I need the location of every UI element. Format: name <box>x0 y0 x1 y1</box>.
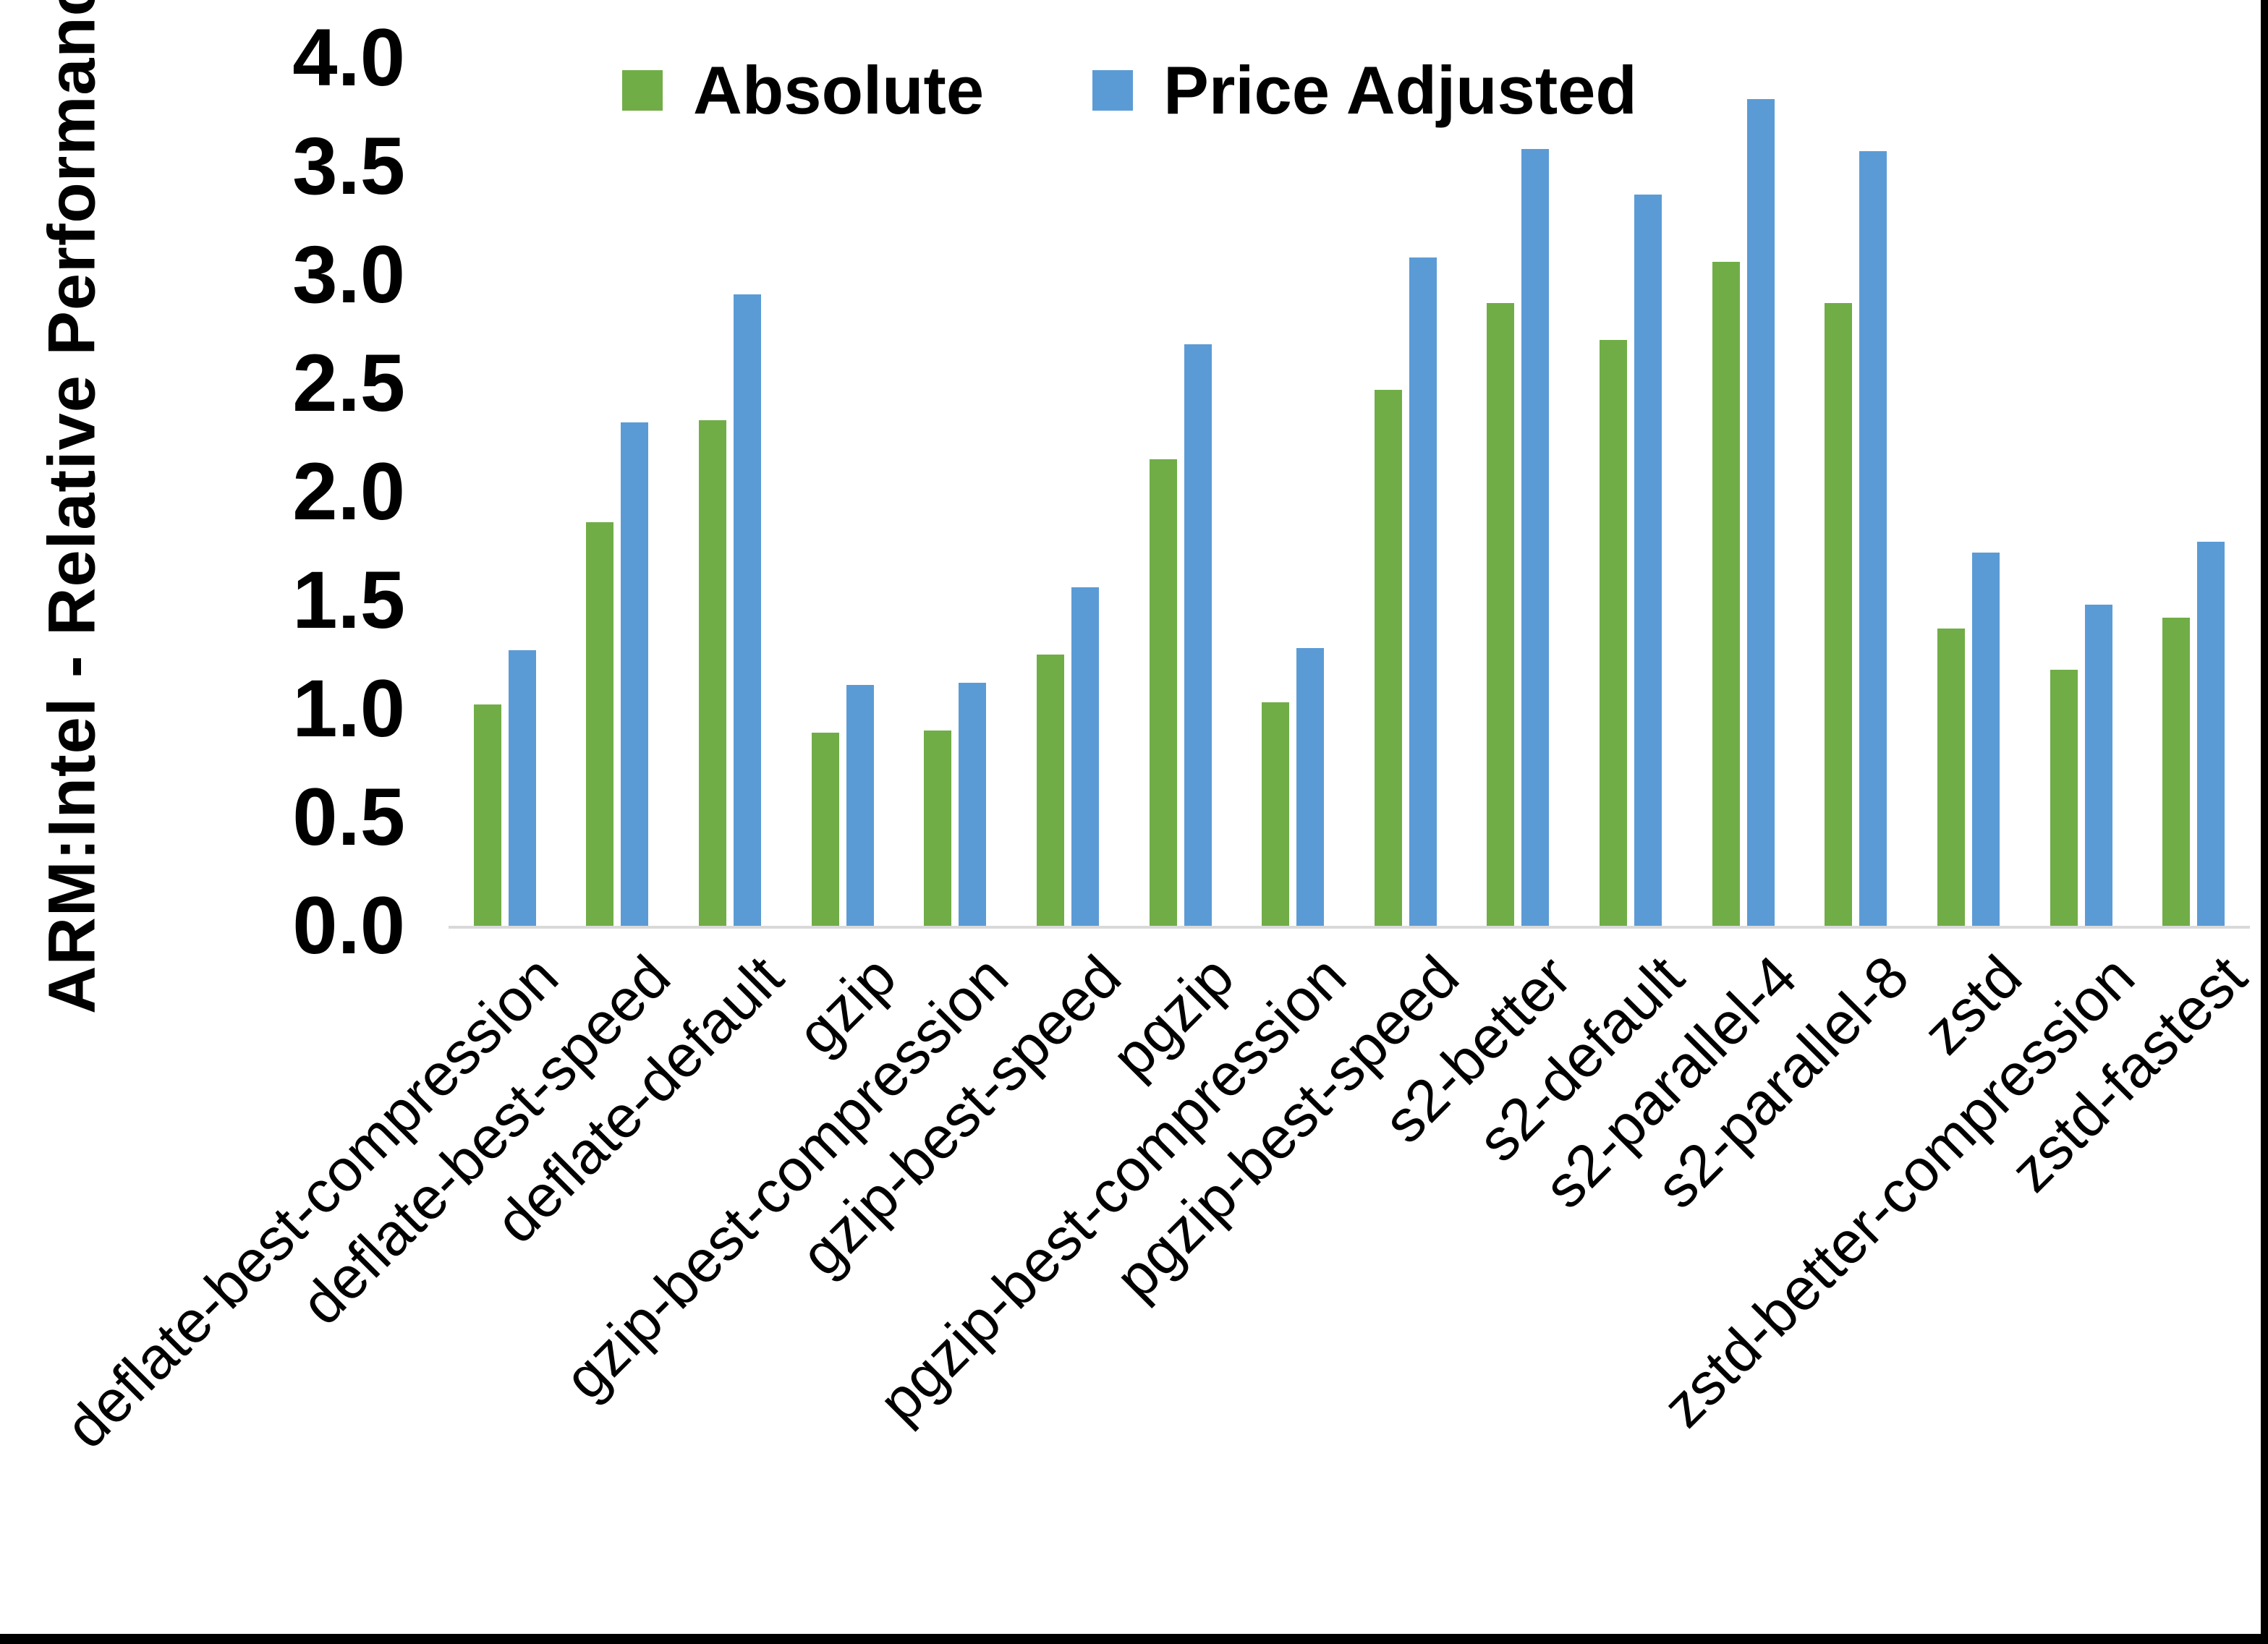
bar-absolute-gzip <box>811 733 839 926</box>
bar-absolute-zstd-fastest <box>2162 618 2191 926</box>
bar-absolute-deflate-default <box>699 420 727 926</box>
y-tick-label-0.5: 0.5 <box>292 772 405 862</box>
y-tick-label-2.0: 2.0 <box>292 446 405 537</box>
screen-edge-right <box>2261 0 2268 1644</box>
bar-absolute-s2-default <box>1600 340 1628 926</box>
bar-price-adjusted-gzip <box>846 685 874 926</box>
y-tick-label-4.0: 4.0 <box>292 12 405 103</box>
y-axis-title: ARM:Intel - Relative Performance <box>35 0 109 1014</box>
bar-absolute-gzip-best-speed <box>1036 655 1064 926</box>
bar-absolute-deflate-best-compression <box>473 704 501 926</box>
bar-absolute-gzip-best-compression <box>924 731 952 926</box>
legend-label: Absolute <box>693 52 985 128</box>
y-tick-label-0.0: 0.0 <box>292 880 405 971</box>
legend: Absolute Price Adjusted <box>622 56 1637 124</box>
legend-label: Price Adjusted <box>1163 52 1637 128</box>
bar-price-adjusted-gzip-best-compression <box>959 683 987 926</box>
bar-absolute-pgzip-best-compression <box>1262 702 1290 926</box>
bar-price-adjusted-s2-parallel-4 <box>1746 99 1775 926</box>
bar-absolute-zstd <box>1937 629 1965 926</box>
bar-price-adjusted-s2-better <box>1521 149 1550 926</box>
y-tick-label-1.5: 1.5 <box>292 555 405 645</box>
bar-price-adjusted-pgzip-best-speed <box>1409 257 1437 926</box>
bar-price-adjusted-zstd <box>1971 553 2000 926</box>
bar-price-adjusted-zstd-fastest <box>2197 542 2225 926</box>
legend-swatch-price-adjusted <box>1092 70 1134 111</box>
bar-absolute-deflate-best-speed <box>586 522 614 926</box>
plot-area <box>449 58 2250 926</box>
bar-price-adjusted-zstd-better-compression <box>2084 605 2112 926</box>
legend-swatch-absolute <box>622 70 663 111</box>
y-tick-label-3.5: 3.5 <box>292 121 405 211</box>
bar-absolute-pgzip <box>1149 459 1177 926</box>
bar-absolute-s2-parallel-4 <box>1712 262 1740 926</box>
y-tick-label-1.0: 1.0 <box>292 663 405 754</box>
bar-price-adjusted-gzip-best-speed <box>1071 587 1099 926</box>
legend-item-price-adjusted: Price Adjusted <box>1092 56 1637 124</box>
bar-price-adjusted-s2-parallel-8 <box>1859 151 1887 926</box>
bar-absolute-s2-parallel-8 <box>1825 303 1853 926</box>
bar-price-adjusted-s2-default <box>1634 195 1662 926</box>
screen-edge-bottom <box>0 1634 2268 1644</box>
bar-absolute-s2-better <box>1487 303 1515 926</box>
legend-item-absolute: Absolute <box>622 56 984 124</box>
x-axis-line <box>449 926 2250 929</box>
bar-absolute-pgzip-best-speed <box>1374 390 1402 926</box>
bar-price-adjusted-deflate-best-speed <box>621 422 649 926</box>
bar-price-adjusted-pgzip <box>1184 344 1212 926</box>
y-tick-label-2.5: 2.5 <box>292 338 405 428</box>
y-tick-label-3.0: 3.0 <box>292 229 405 320</box>
bar-absolute-zstd-better-compression <box>2050 670 2078 926</box>
bar-price-adjusted-deflate-default <box>734 294 762 926</box>
bar-price-adjusted-deflate-best-compression <box>508 650 536 926</box>
bar-price-adjusted-pgzip-best-compression <box>1296 648 1325 926</box>
